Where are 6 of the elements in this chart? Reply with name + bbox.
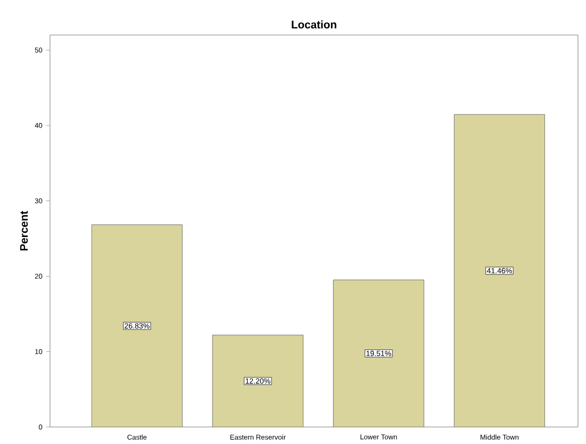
bar [212, 335, 304, 427]
y-axis-title: Percent [20, 210, 28, 250]
bar [333, 280, 424, 427]
chart-title: Location [292, 20, 336, 28]
bar [454, 114, 545, 427]
bar [91, 224, 183, 427]
